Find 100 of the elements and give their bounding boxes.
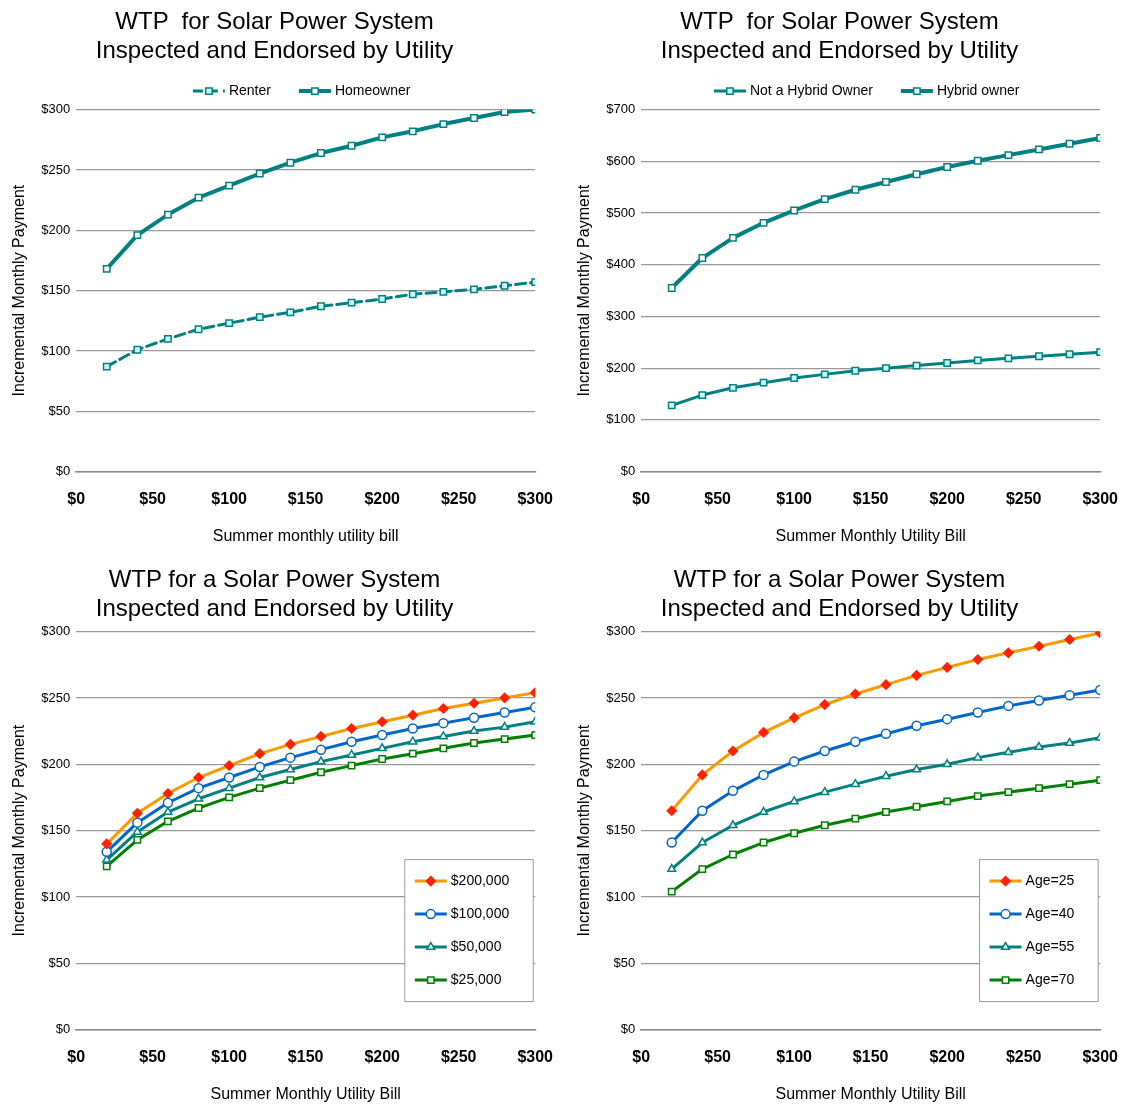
y-tick-label: $600	[606, 152, 636, 168]
y-tick-label: $50	[48, 954, 71, 970]
point	[255, 313, 264, 322]
point	[790, 829, 799, 838]
y-tick-label: $50	[613, 954, 636, 970]
chart-title: WTP for a Solar Power System Inspected and Endorsed by Utility	[660, 565, 1019, 621]
point	[850, 778, 861, 788]
point	[285, 764, 296, 773]
legend-label: $200,000	[450, 871, 510, 888]
point	[943, 359, 952, 367]
point	[255, 772, 265, 781]
point	[346, 736, 357, 747]
y-tick-label: $150	[606, 822, 636, 838]
point	[408, 749, 417, 758]
y-tick-label: $250	[41, 689, 71, 705]
point	[225, 319, 234, 328]
point	[973, 156, 982, 165]
point	[163, 806, 173, 816]
x-tick-label: $0	[67, 489, 86, 507]
legend-label: $100,000	[450, 904, 510, 921]
point	[820, 370, 829, 379]
point	[882, 178, 890, 186]
point	[408, 736, 418, 745]
legend-label: Age=25	[1025, 871, 1075, 888]
point	[943, 797, 952, 806]
point	[698, 391, 707, 399]
point	[439, 120, 448, 129]
point	[1034, 741, 1044, 751]
point	[194, 325, 203, 334]
point	[315, 744, 327, 755]
legend-label: Homeowner	[334, 81, 411, 98]
y-tick-label: $250	[606, 689, 636, 705]
y-tick-label: $0	[55, 1021, 71, 1037]
y-tick-label: $0	[620, 1021, 636, 1037]
point	[790, 374, 799, 382]
x-tick-label: $250	[440, 1047, 477, 1065]
point	[285, 752, 296, 763]
x-tick-label: $300	[517, 489, 554, 507]
point	[881, 770, 891, 780]
x-axis-title: Summer Monthly Utility Bill	[775, 526, 966, 544]
point	[408, 127, 417, 136]
point	[667, 284, 676, 292]
legend-label: Hybrid owner	[936, 81, 1020, 98]
point	[499, 721, 510, 731]
point	[255, 784, 264, 793]
point	[943, 163, 952, 171]
point	[729, 233, 737, 242]
y-tick-label: $50	[48, 402, 71, 418]
y-axis-title: Incremental Monthly Payment	[10, 724, 28, 937]
point	[667, 863, 677, 873]
y-tick-label: $300	[41, 623, 71, 639]
point	[729, 383, 737, 392]
point	[850, 736, 861, 747]
point	[468, 712, 480, 724]
x-tick-label: $50	[139, 489, 167, 507]
point	[376, 729, 388, 741]
x-tick-label: $0	[67, 1047, 86, 1065]
point	[758, 769, 769, 781]
point	[500, 281, 509, 290]
point	[133, 835, 142, 844]
legend-label: $50,000	[450, 937, 502, 954]
point	[667, 887, 676, 896]
point	[438, 717, 449, 729]
point	[317, 302, 325, 311]
point	[438, 731, 449, 740]
chart-title: WTP for a Solar Power System Inspected and Endorsed by Utility	[95, 565, 454, 621]
point	[697, 837, 707, 846]
legend-label: Not a Hybrid Owner	[749, 81, 874, 98]
point	[912, 170, 921, 179]
point	[666, 837, 677, 848]
point	[912, 361, 921, 370]
point	[378, 295, 387, 303]
point	[101, 846, 112, 858]
point	[316, 756, 326, 765]
point	[408, 290, 417, 299]
point	[789, 796, 799, 805]
point	[347, 761, 356, 770]
point	[347, 141, 356, 150]
point	[193, 782, 204, 794]
point	[758, 806, 769, 816]
point	[851, 814, 860, 823]
point	[164, 334, 172, 343]
point	[102, 362, 111, 371]
point	[286, 776, 295, 785]
point	[882, 364, 890, 373]
point	[286, 158, 295, 167]
point	[1035, 352, 1043, 361]
point	[255, 169, 264, 178]
y-tick-label: $0	[55, 463, 71, 479]
point	[759, 378, 768, 387]
point	[820, 821, 829, 830]
point	[225, 181, 234, 190]
point	[790, 206, 799, 215]
x-tick-label: $0	[632, 1047, 651, 1065]
point	[346, 749, 357, 758]
legend-label: $25,000	[450, 970, 502, 987]
point	[728, 820, 738, 829]
x-axis-title: Summer monthly utility bill	[212, 526, 399, 544]
point	[941, 713, 953, 725]
x-tick-label: $250	[1005, 489, 1042, 507]
